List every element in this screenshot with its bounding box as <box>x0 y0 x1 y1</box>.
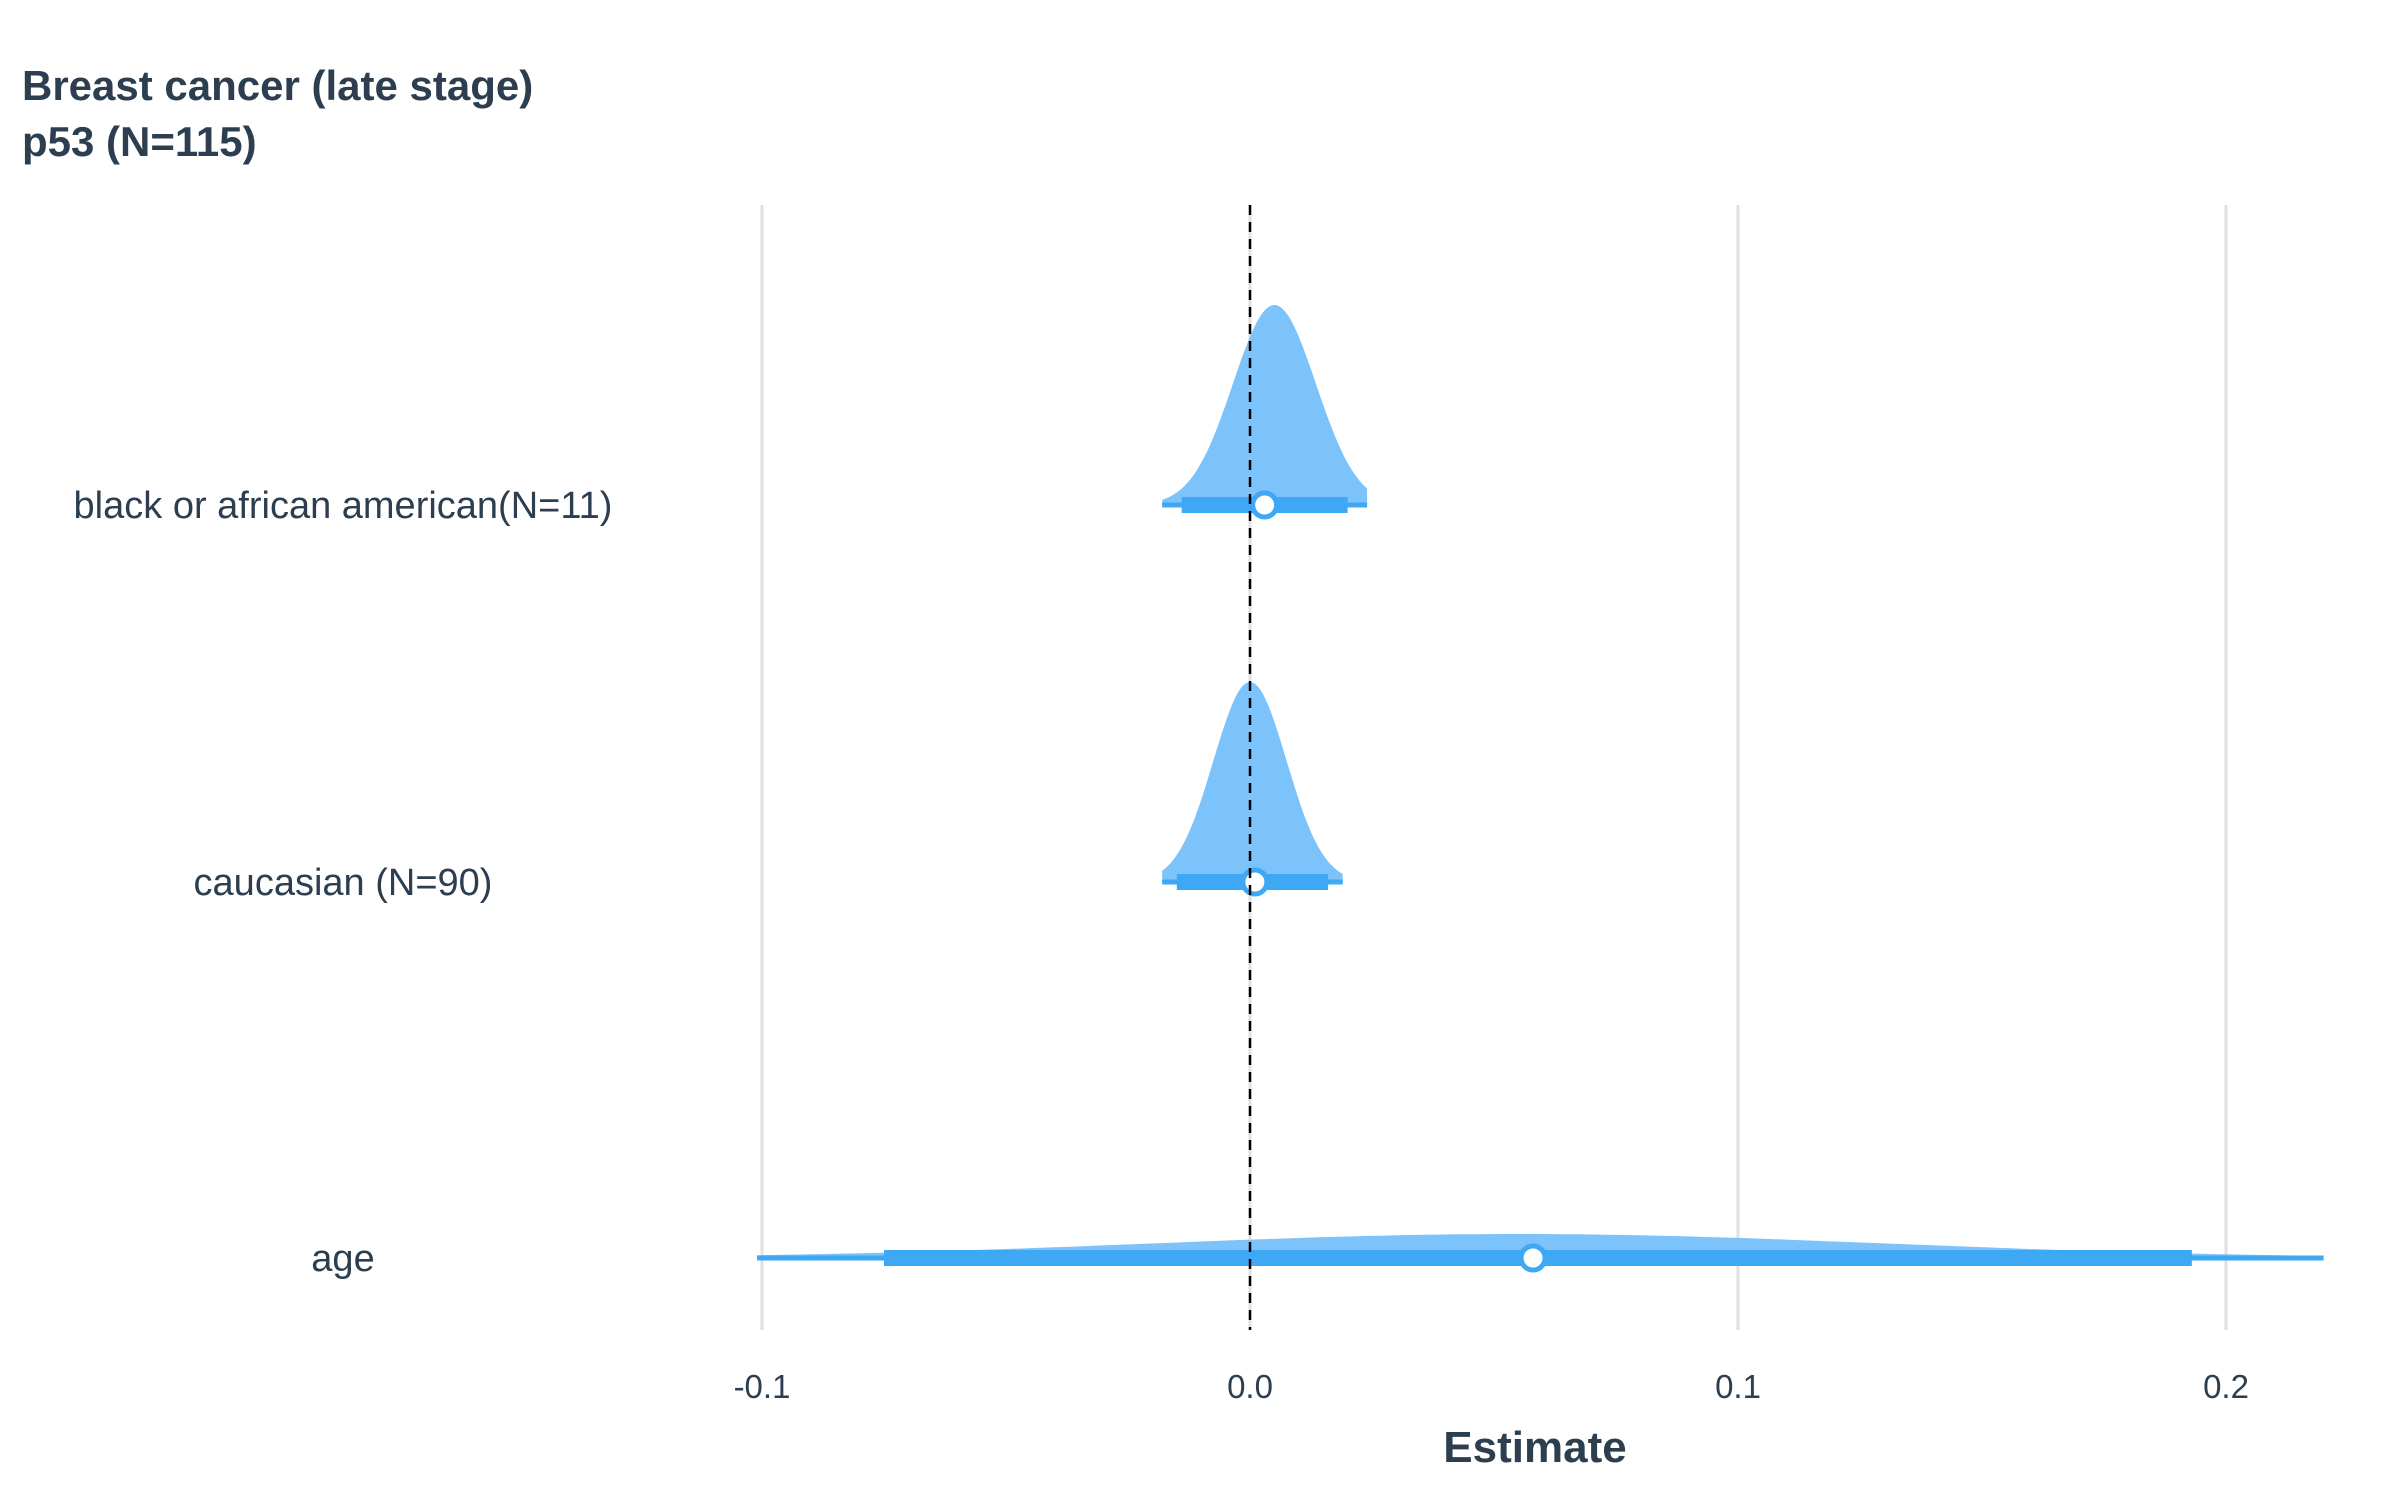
plot-marks <box>757 305 2324 1273</box>
density-violin <box>1162 305 1368 505</box>
x-tick-label: -0.1 <box>734 1368 791 1405</box>
chart-title-line-1: Breast cancer (late stage) <box>22 62 533 109</box>
chart-title: Breast cancer (late stage) p53 (N=115) <box>22 62 533 165</box>
point-estimate <box>1240 867 1270 897</box>
point-estimate <box>1250 490 1280 520</box>
x-axis-title: Estimate <box>1443 1423 1626 1472</box>
row-label: age <box>311 1238 374 1280</box>
x-tick-label: 0.2 <box>2203 1368 2249 1405</box>
row-label: caucasian (N=90) <box>194 862 493 904</box>
density-violin <box>1162 682 1343 882</box>
x-tick-label: 0.0 <box>1227 1368 1273 1405</box>
x-axis-ticks: -0.1 0.0 0.1 0.2 <box>734 1368 2249 1405</box>
point-estimate <box>1518 1243 1548 1273</box>
row-label: black or african american(N=11) <box>74 485 613 527</box>
chart-title-line-2: p53 (N=115) <box>22 118 257 165</box>
x-tick-label: 0.1 <box>1715 1368 1761 1405</box>
row-labels: black or african american(N=11) caucasian… <box>74 485 613 1280</box>
gridlines <box>760 205 2228 1330</box>
